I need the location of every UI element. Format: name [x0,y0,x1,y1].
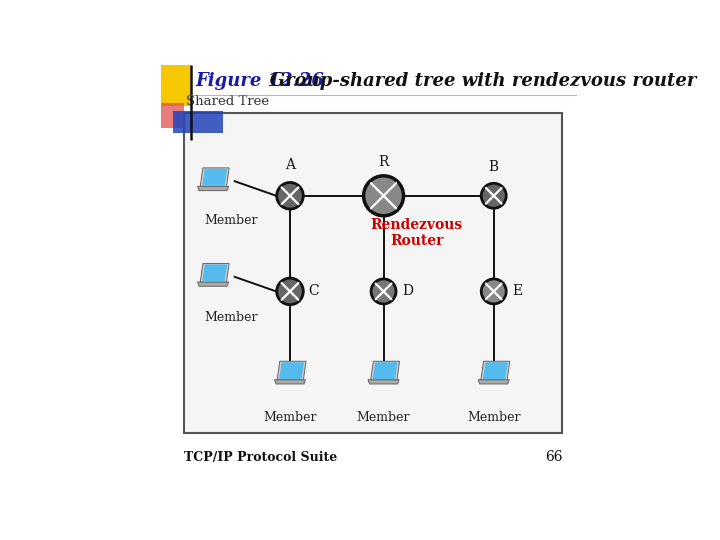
Text: B: B [489,160,499,174]
Text: Rendezvous
Router: Rendezvous Router [371,218,463,248]
Text: D: D [402,285,413,299]
Polygon shape [279,362,304,379]
Polygon shape [483,362,508,379]
Text: Member: Member [357,411,410,424]
Polygon shape [373,362,397,379]
Text: 66: 66 [545,450,562,464]
Polygon shape [368,380,399,384]
Polygon shape [200,168,229,186]
Polygon shape [277,361,306,380]
FancyBboxPatch shape [184,113,562,433]
Polygon shape [197,186,229,191]
Circle shape [276,278,303,305]
FancyBboxPatch shape [161,104,184,129]
Text: Member: Member [204,311,258,324]
Text: Group-shared tree with rendezvous router: Group-shared tree with rendezvous router [251,72,697,90]
Text: A: A [285,158,295,172]
Polygon shape [202,265,228,281]
Text: Shared Tree: Shared Tree [186,94,269,107]
Polygon shape [200,264,229,282]
Text: Figure 12.26: Figure 12.26 [195,72,324,90]
Text: Member: Member [204,214,258,227]
Circle shape [481,279,506,304]
Polygon shape [274,380,305,384]
Text: E: E [513,285,523,299]
Circle shape [481,183,506,208]
Polygon shape [197,282,229,286]
Text: Member: Member [264,411,317,424]
Text: TCP/IP Protocol Suite: TCP/IP Protocol Suite [184,451,337,464]
Text: Member: Member [467,411,521,424]
FancyBboxPatch shape [161,65,191,106]
Circle shape [276,183,303,209]
Polygon shape [481,361,510,380]
Polygon shape [202,169,228,186]
Circle shape [371,279,396,304]
Circle shape [364,176,403,216]
Text: R: R [379,155,389,168]
FancyBboxPatch shape [173,111,222,133]
Polygon shape [478,380,509,384]
Text: C: C [309,285,320,299]
Polygon shape [371,361,400,380]
